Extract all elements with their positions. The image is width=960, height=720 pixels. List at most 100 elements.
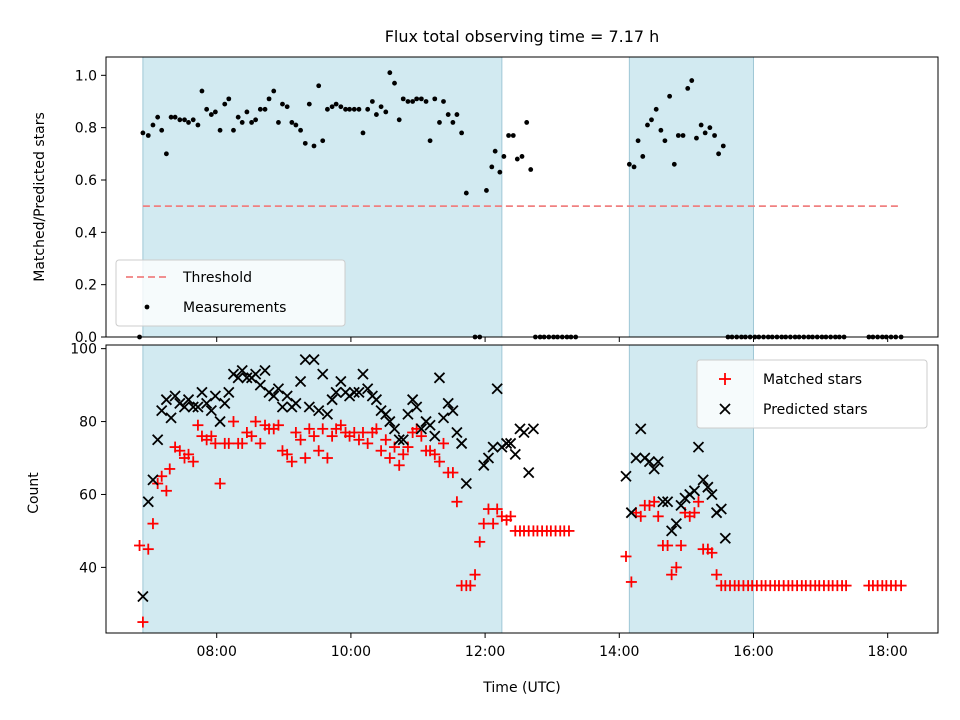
predicted-star-point [142, 496, 154, 508]
predicted-star-point [451, 426, 463, 439]
x-tick-label: 16:00 [733, 644, 773, 660]
measurement-point [400, 96, 406, 102]
measurement-point [253, 117, 259, 123]
measurement-point [510, 133, 516, 138]
predicted-star-point [281, 390, 293, 402]
matched-star-point [635, 510, 647, 522]
measurement-point [378, 104, 384, 110]
matched-star-point [447, 467, 459, 479]
matched-star-point [246, 430, 258, 442]
measurement-point [720, 143, 726, 149]
measurement-point [222, 101, 228, 107]
matched-star-point [380, 434, 392, 446]
bottom-x-axis: 08:00 10:00 12:00 14:00 16:00 18:00 [197, 633, 908, 660]
matched-star-point [357, 426, 369, 438]
top-panel: 0.0 0.2 0.4 0.6 0.8 1.0 Matched/Predicted sta… [32, 56, 939, 346]
predicted-star-point [402, 408, 414, 420]
matched-star-point [137, 616, 149, 628]
bottom-y-tick-label: 60 [79, 487, 97, 503]
predicted-star-point [219, 397, 231, 409]
matched-star-point [415, 430, 427, 442]
predicted-star-point [209, 390, 222, 402]
predicted-star-point [482, 452, 495, 464]
predicted-star-point [688, 485, 701, 497]
matched-star-point [295, 434, 307, 446]
measurement-point [432, 96, 438, 102]
x-tick-label: 08:00 [197, 644, 237, 660]
predicted-star-point [205, 404, 217, 417]
matched-star-point [308, 430, 320, 442]
bottom-y-axis: 40 60 80 100 [70, 342, 106, 576]
legend-predicted-swatch [719, 403, 731, 415]
x-tick-label: 10:00 [331, 644, 371, 660]
measurement-point [168, 114, 174, 120]
bottom-plot-frame [105, 344, 939, 634]
predicted-star-point [201, 397, 213, 409]
measurement-point [284, 104, 290, 110]
matched-star-point [156, 470, 168, 482]
predicted-star-point [380, 408, 392, 420]
matched-star-point [666, 569, 678, 581]
matched-star-point [164, 463, 176, 475]
measurement-point [445, 112, 451, 117]
predicted-star-point [303, 401, 315, 413]
predicted-star-point [715, 503, 727, 515]
top-y-tick-label: 0.2 [75, 278, 97, 294]
matched-star-point [563, 525, 575, 537]
measurement-point [311, 143, 317, 149]
x-tick-label: 18:00 [867, 644, 907, 660]
matched-star-point [474, 536, 486, 548]
bottom-observing-windows [142, 345, 754, 633]
top-plot-frame [105, 56, 939, 338]
measurement-point [280, 101, 285, 107]
matched-star-point [688, 507, 700, 519]
measurement-point [208, 112, 214, 117]
top-y-tick-label: 1.0 [75, 68, 97, 84]
predicted-star-point [299, 353, 311, 366]
legend-predicted-label: Predicted stars [763, 402, 868, 418]
predicted-star-point [362, 383, 374, 395]
measurement-point [528, 167, 534, 172]
predicted-star-point [518, 426, 530, 439]
measurement-point [506, 133, 511, 138]
measurement-point [276, 120, 281, 125]
measurement-point [150, 122, 156, 128]
measurement-point [239, 120, 245, 125]
bottom-panel: 40 60 80 100 08:00 10:00 12:00 14:00 16:00 18:00… [26, 342, 939, 696]
predicted-star-point [523, 466, 535, 479]
measurement-point [249, 120, 255, 125]
measurement-point [316, 83, 322, 89]
measurement-point [649, 117, 654, 123]
matched-star-point [625, 576, 637, 588]
matched-star-point [227, 416, 239, 428]
predicted-star-point [437, 412, 450, 424]
predicted-star-point [411, 401, 423, 413]
measurement-point [626, 161, 632, 167]
measurement-point [712, 133, 717, 138]
predicted-star-point [272, 383, 285, 395]
measurement-point [454, 112, 460, 117]
measurement-point [680, 133, 686, 138]
measurement-point [360, 130, 366, 136]
x-axis-label: Time (UTC) [482, 680, 560, 696]
matched-star-points [134, 416, 907, 628]
matched-star-point [895, 580, 907, 592]
measurement-point [702, 130, 708, 136]
matched-star-point [187, 456, 199, 468]
predicted-star-point [223, 386, 235, 399]
predicted-star-point [397, 434, 409, 446]
predicted-star-point [635, 423, 647, 435]
measurement-point [667, 93, 673, 99]
measurement-point [338, 104, 344, 110]
measurement-point [329, 104, 335, 110]
measurement-point [645, 122, 650, 128]
predicted-star-points [137, 353, 731, 603]
matched-star-point [397, 448, 409, 460]
measurement-point [298, 127, 303, 133]
matched-star-point [160, 485, 172, 497]
measurement-point [410, 99, 416, 104]
measurement-point [163, 151, 169, 157]
predicted-star-point [661, 496, 674, 508]
predicted-star-point [429, 430, 441, 442]
predicted-star-point [330, 386, 342, 399]
